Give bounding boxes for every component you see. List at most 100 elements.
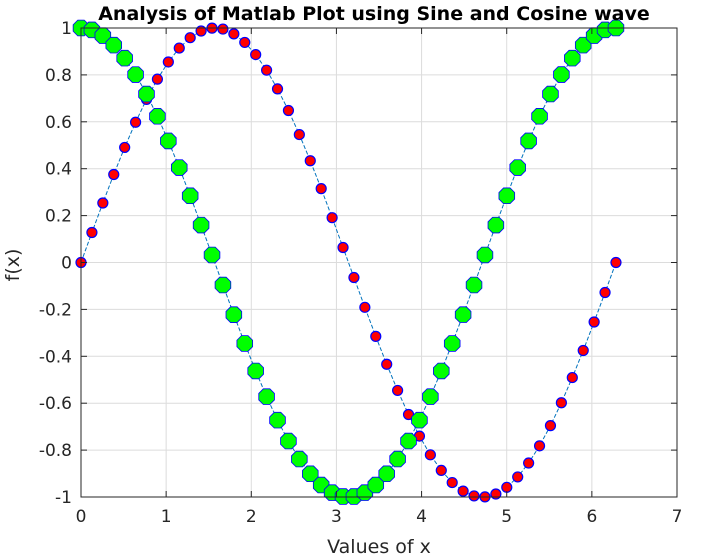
data-point-sin [544,420,557,432]
y-tick-label: -0.2 [39,300,72,320]
data-point-cos [127,66,144,83]
data-point-sin [304,155,316,167]
x-tick-label: 2 [246,507,257,527]
data-point-cos [171,159,188,176]
data-point-cos [149,108,166,125]
data-point-sin [250,48,262,61]
data-point-sin [129,116,142,128]
data-point-cos [192,216,210,234]
y-tick-label: -0.8 [39,441,72,461]
data-point-sin [523,457,535,469]
data-point-sin [119,141,131,154]
x-tick-label: 7 [672,507,683,527]
data-point-sin [370,330,382,342]
data-point-sin [381,358,393,370]
data-point-cos [378,465,395,483]
data-point-cos [564,49,581,67]
data-point-sin [337,241,349,254]
data-point-sin [446,476,458,489]
data-point-sin [610,256,622,269]
data-point-cos [476,246,494,264]
x-tick-label: 3 [331,507,342,527]
y-tick-label: 0.8 [45,66,72,86]
data-point-cos [302,465,319,483]
x-tick-label: 1 [161,507,172,527]
data-point-sin [490,488,502,500]
data-point-cos [422,388,439,405]
data-point-cos [465,276,483,294]
x-tick-label: 4 [416,507,427,527]
data-point-sin [162,56,174,68]
data-point-sin [108,168,120,181]
data-point-cos [116,49,133,67]
y-tick-label: 1 [61,19,72,39]
data-point-sin [457,485,469,497]
grid [81,28,677,497]
series-cos [72,19,625,505]
data-point-sin [184,32,196,44]
data-point-sin [293,128,305,141]
series-layer [72,19,625,505]
data-point-sin [359,301,371,313]
data-point-cos [509,159,526,176]
data-point-cos [105,36,123,54]
data-point-sin [282,104,295,117]
data-point-sin [566,371,578,384]
data-point-sin [261,64,273,76]
data-point-cos [291,450,308,468]
data-point-sin [228,28,240,40]
y-tick-label: -0.4 [39,347,72,367]
data-point-cos [94,27,112,44]
data-point-cos [433,362,450,380]
data-point-sin [599,286,611,299]
data-point-sin [501,481,513,493]
data-point-cos [553,66,570,83]
data-point-sin [271,83,284,95]
data-point-sin [315,183,327,195]
data-point-sin [217,23,229,35]
y-tick-label: -0.6 [39,394,72,414]
data-point-sin [555,397,567,409]
data-point-sin [348,271,360,284]
data-point-cos [160,132,177,150]
data-point-cos [269,411,286,429]
data-point-sin [239,36,251,49]
x-axis-label: Values of x [327,536,431,558]
data-point-cos [498,187,516,205]
data-point-sin [424,449,436,461]
ticks: 0 1 2 3 4 5 6 7 1 0.8 0.6 0.4 0.2 0 -0.2 -0.4 -0.6 -0.8 -1 [39,19,683,527]
data-point-sin [173,42,185,54]
data-point-cos [487,216,505,234]
data-point-sin [468,490,480,502]
data-point-sin [588,316,600,328]
data-point-sin [151,73,164,85]
series-sin [75,22,622,503]
chart-title: Analysis of Matlab Plot using Sine and C… [98,3,650,25]
y-tick-label: 0.4 [45,160,72,180]
data-point-cos [247,362,264,380]
y-axis-label: f(x) [2,249,24,282]
data-point-cos [138,85,155,103]
data-point-cos [214,276,232,294]
data-point-sin [512,471,524,483]
data-point-cos [531,108,548,125]
data-point-cos [411,411,428,429]
data-point-cos [258,388,275,405]
data-point-cos [236,335,254,352]
y-tick-label: 0 [61,254,72,274]
x-tick-label: 5 [501,507,512,527]
data-point-sin [86,226,98,239]
x-tick-label: 0 [76,507,87,527]
data-point-sin [195,25,207,37]
data-point-sin [326,212,338,224]
data-point-cos [389,450,406,468]
y-tick-label: 0.2 [45,207,72,227]
data-point-cos [280,432,297,450]
data-point-cos [181,187,199,205]
y-tick-label: -1 [55,488,72,508]
data-point-sin [533,440,546,452]
data-point-cos [203,246,221,264]
x-tick-label: 6 [586,507,597,527]
data-point-sin [392,384,404,397]
